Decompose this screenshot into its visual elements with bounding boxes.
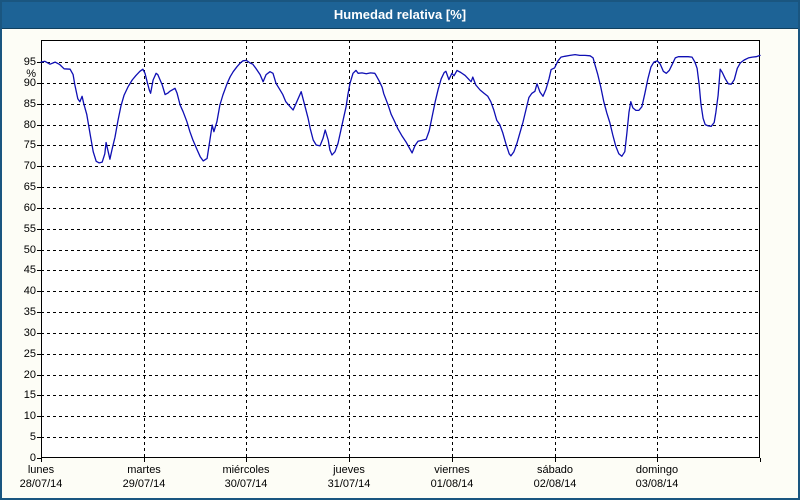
day-name: domingo <box>635 464 679 476</box>
day-date: 02/08/14 <box>533 478 577 490</box>
chart-area: % 0 5 10 15 20 25 30 35 40 45 50 55 60 65 70 75 80 85 90 95… <box>0 28 800 500</box>
y-tick-label: 50 <box>23 244 36 256</box>
x-day-label: martes 29/07/14 <box>94 463 194 491</box>
y-tick-label: 65 <box>23 181 36 193</box>
x-day-label: lunes 28/07/14 <box>0 463 91 491</box>
y-tick-label: 80 <box>23 119 36 131</box>
plot-border <box>41 40 760 458</box>
humidity-line <box>40 53 761 164</box>
x-day-label: sábado 02/08/14 <box>505 463 605 491</box>
y-tick-label: 35 <box>23 306 36 318</box>
y-tick-label: 95 <box>23 56 36 68</box>
y-tick-label: 20 <box>23 369 36 381</box>
day-name: miércoles <box>222 464 270 476</box>
x-day-label: jueves 31/07/14 <box>299 463 399 491</box>
y-tick-label: 30 <box>23 327 36 339</box>
y-tick-label: 25 <box>23 348 36 360</box>
day-date: 30/07/14 <box>224 478 268 490</box>
y-tick-label: 5 <box>29 431 36 443</box>
y-tick-label: 70 <box>23 160 36 172</box>
y-tick-label: 55 <box>23 223 36 235</box>
y-tick-label: 75 <box>23 139 36 151</box>
y-tick-label: 90 <box>23 77 36 89</box>
day-date: 03/08/14 <box>635 478 679 490</box>
day-name: martes <box>127 464 161 476</box>
title-bar[interactable]: Humedad relativa [%] <box>0 0 800 29</box>
y-tick-label: 40 <box>23 285 36 297</box>
y-tick-label: 45 <box>23 264 36 276</box>
plot-background <box>41 40 760 458</box>
day-date: 01/08/14 <box>430 478 474 490</box>
humidity-chart[interactable] <box>0 28 800 500</box>
x-day-label: viernes 01/08/14 <box>402 463 502 491</box>
day-name: viernes <box>434 464 470 476</box>
day-name: sábado <box>536 464 574 476</box>
day-date: 28/07/14 <box>19 478 63 490</box>
day-name: lunes <box>27 464 55 476</box>
day-date: 29/07/14 <box>122 478 166 490</box>
day-date: 31/07/14 <box>327 478 371 490</box>
x-day-label: domingo 03/08/14 <box>607 463 707 491</box>
y-tick-label: 85 <box>23 98 36 110</box>
y-tick-label: 60 <box>23 202 36 214</box>
window-title: Humedad relativa [%] <box>333 6 467 22</box>
day-name: jueves <box>333 464 365 476</box>
y-axis-unit-label: % <box>26 68 36 80</box>
y-tick-label: 10 <box>23 410 36 422</box>
y-tick-label: 15 <box>23 389 36 401</box>
x-day-label: miércoles 30/07/14 <box>196 463 296 491</box>
y-tick-label: 0 <box>29 452 36 464</box>
